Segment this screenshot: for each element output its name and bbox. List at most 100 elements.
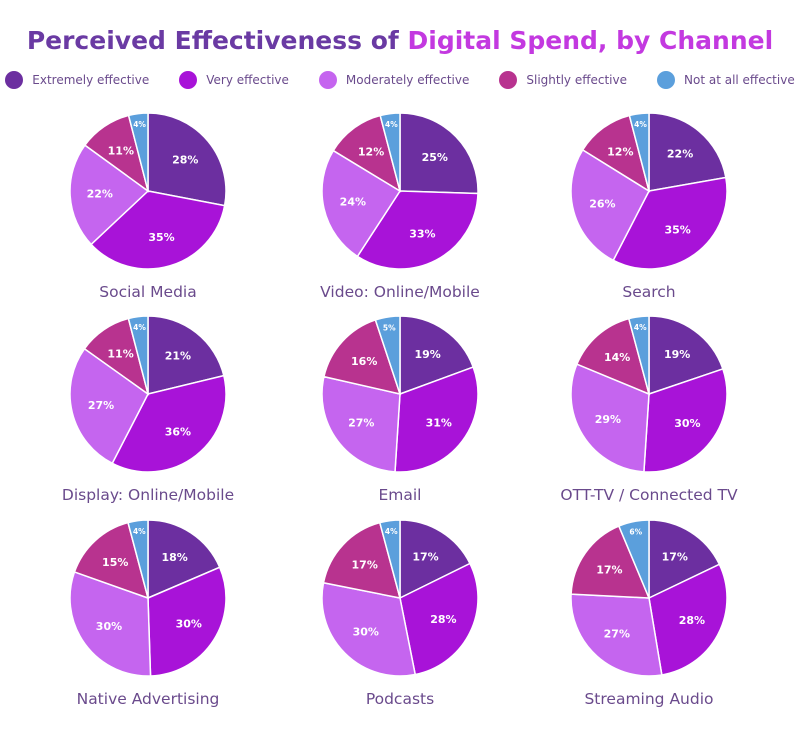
slice-value-label: 14% [604, 351, 630, 364]
slice-value-label: 30% [176, 617, 202, 630]
legend-swatch [657, 71, 675, 89]
pie-slice-not-at-all-effective [617, 519, 650, 599]
slice-value-label: 4% [133, 527, 146, 536]
pie-slice-slightly-effective [581, 114, 651, 193]
pie-title: Video: Online/Mobile [320, 283, 480, 301]
legend-item: Slightly effective [499, 71, 627, 89]
pie-slice-not-at-all-effective [628, 112, 650, 192]
pie-slice-very-effective [643, 367, 728, 473]
pie-title: Social Media [99, 283, 196, 301]
pie-slice-extremely-effective [147, 315, 225, 395]
slice-value-label: 27% [604, 628, 630, 641]
legend-swatch [179, 71, 198, 89]
slice-value-label: 6% [629, 528, 642, 537]
pie-slice-very-effective [394, 366, 479, 473]
slice-value-label: 25% [422, 151, 448, 164]
chart-title: Perceived Effectiveness of Digital Spend… [0, 26, 800, 55]
legend-item: Extremely effective [5, 71, 149, 89]
pie-ott-tv-connected-tv: 19% 30% 29% 14% 4% OTT-TV / Connected TV [560, 315, 738, 504]
legend-label: Extremely effective [32, 73, 150, 87]
legend-label: Slightly effective [526, 73, 627, 87]
pie-display-online-mobile: 21% 36% 27% 11% 4% Display: Online/Mobile [62, 315, 234, 504]
pie-slice-very-effective [111, 374, 227, 473]
pie-title: Email [378, 486, 421, 504]
pie-social-media: 28% 35% 22% 11% 4% Social Media [69, 112, 227, 301]
slice-value-label: 30% [353, 626, 379, 639]
pie-slice-extremely-effective [399, 112, 479, 195]
pie-slice-moderately-effective [570, 363, 650, 473]
pie-title: Streaming Audio [584, 690, 713, 708]
pie-slice-extremely-effective [147, 519, 221, 600]
pie-title: Podcasts [366, 690, 434, 708]
pie-slice-extremely-effective [147, 112, 227, 207]
slice-value-label: 28% [679, 614, 705, 627]
legend-label: Not at all effective [684, 73, 795, 87]
slice-value-label: 17% [662, 551, 688, 564]
pie-slice-extremely-effective [648, 519, 721, 600]
pie-slice-slightly-effective [570, 525, 651, 599]
pie-slice-moderately-effective [570, 148, 650, 262]
slice-value-label: 22% [667, 147, 693, 160]
pie-slice-not-at-all-effective [127, 519, 149, 599]
legend-label: Very effective [206, 73, 289, 87]
slice-value-label: 15% [102, 556, 128, 569]
title-highlight: Digital Spend, by Channel [407, 26, 774, 55]
pie-slice-slightly-effective [322, 521, 402, 599]
slice-value-label: 22% [87, 188, 113, 201]
slice-value-label: 28% [430, 613, 456, 626]
pie-native-advertising: 18% 30% 30% 15% 4% Native Advertising [69, 519, 227, 708]
slice-value-label: 4% [634, 120, 647, 129]
slice-value-label: 4% [133, 120, 146, 129]
pie-slice-not-at-all-effective [379, 112, 401, 192]
slice-value-label: 4% [385, 527, 398, 536]
slice-value-label: 12% [607, 146, 633, 159]
legend-item: Not at all effective [657, 71, 795, 89]
slice-value-label: 5% [383, 323, 396, 332]
slice-value-label: 30% [96, 620, 122, 633]
legend-swatch [318, 71, 337, 89]
slice-value-label: 17% [352, 558, 378, 571]
pie-podcasts: 17% 28% 30% 17% 4% Podcasts [321, 519, 479, 708]
slice-value-label: 31% [426, 416, 452, 429]
pie-slice-extremely-effective [399, 315, 475, 396]
slice-value-label: 21% [165, 349, 191, 362]
slice-value-label: 35% [148, 231, 174, 244]
pie-slice-slightly-effective [332, 114, 402, 193]
title-part-1: Perceived Effectiveness of [26, 26, 399, 55]
legend: Extremely effective Very effective Moderat… [0, 71, 800, 89]
pie-slice-slightly-effective [575, 317, 651, 396]
pie-streaming-audio: 17% 28% 27% 17% 6% Streaming Audio [570, 519, 728, 708]
pie-slice-not-at-all-effective [374, 315, 401, 395]
pie-slice-not-at-all-effective [627, 315, 650, 395]
slice-value-label: 26% [589, 197, 615, 210]
slice-value-label: 27% [348, 416, 374, 429]
pie-title: Native Advertising [77, 690, 220, 708]
pie-slice-very-effective [612, 176, 728, 270]
slice-value-label: 24% [340, 195, 366, 208]
pie-email: 19% 31% 27% 16% 5% Email [321, 315, 479, 504]
legend-item: Moderately effective [318, 71, 470, 89]
legend-swatch [499, 71, 518, 89]
pie-slice-moderately-effective [69, 347, 149, 465]
slice-value-label: 35% [664, 223, 690, 236]
pie-slice-slightly-effective [73, 521, 150, 600]
pie-slice-moderately-effective [321, 581, 417, 677]
pie-slice-moderately-effective [570, 593, 663, 677]
pie-title: OTT-TV / Connected TV [560, 486, 738, 504]
slice-value-label: 17% [596, 564, 622, 577]
pie-slice-very-effective [648, 563, 728, 676]
slice-value-label: 18% [161, 551, 187, 564]
slice-value-label: 11% [107, 348, 133, 361]
legend-item: Very effective [179, 71, 289, 89]
slice-value-label: 28% [172, 154, 198, 167]
legend-swatch [5, 71, 24, 89]
legend-label: Moderately effective [345, 73, 470, 87]
pie-slice-moderately-effective [69, 571, 152, 677]
pie-slice-not-at-all-effective [127, 315, 149, 395]
slice-value-label: 29% [595, 413, 621, 426]
pie-slice-extremely-effective [648, 112, 727, 192]
pie-slice-moderately-effective [321, 149, 402, 258]
pie-slice-moderately-effective [321, 375, 401, 473]
